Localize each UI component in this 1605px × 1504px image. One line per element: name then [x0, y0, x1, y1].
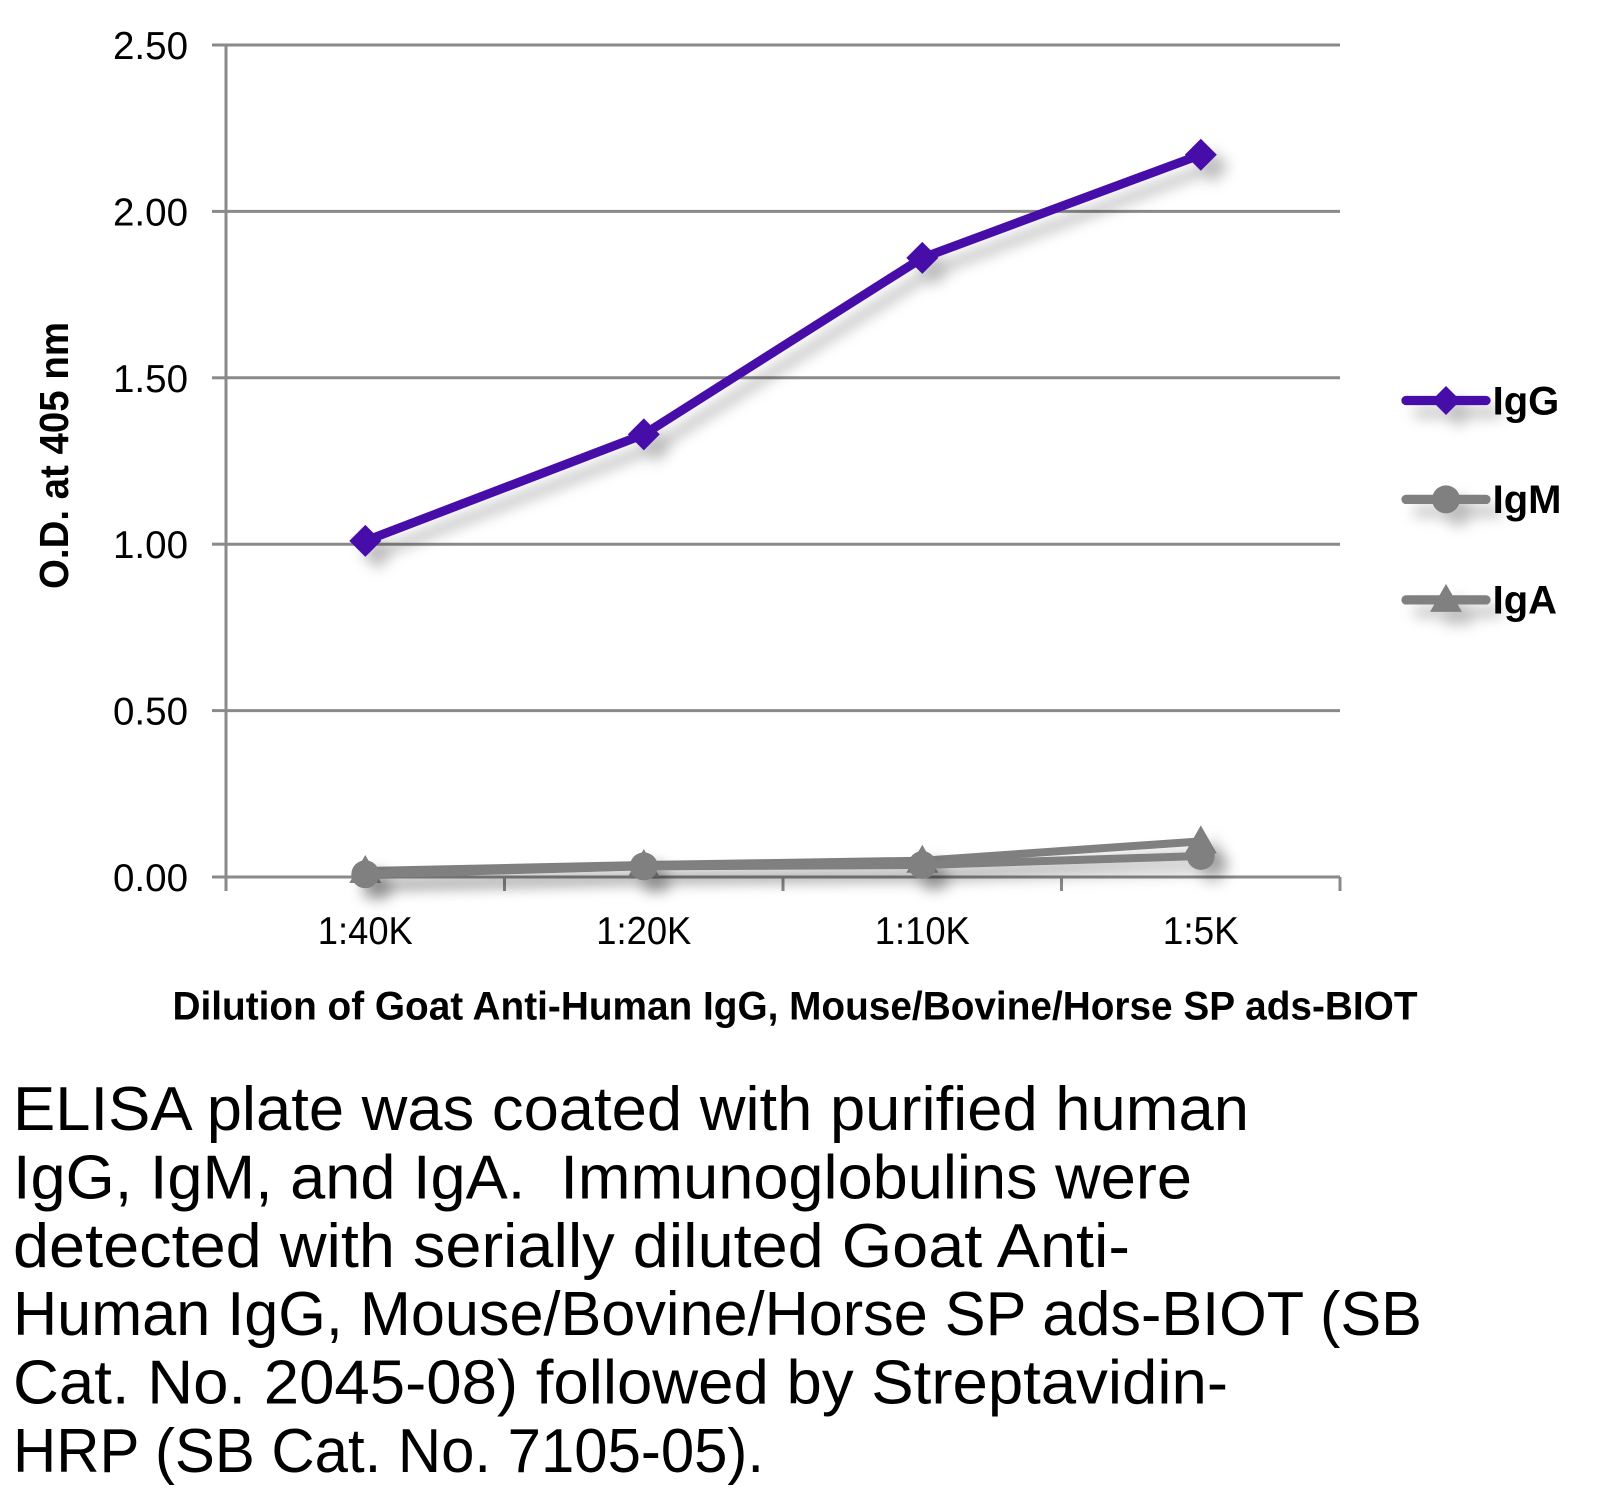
- svg-text:Dilution of Goat Anti-Human Ig: Dilution of Goat Anti-Human IgG, Mouse/B…: [173, 985, 1418, 1029]
- svg-text:HRP (SB Cat. No. 7105-05).: HRP (SB Cat. No. 7105-05).: [13, 1417, 764, 1486]
- svg-text:1:40K: 1:40K: [318, 910, 413, 953]
- svg-text:O.D. at 405 nm: O.D. at 405 nm: [31, 322, 77, 589]
- svg-text:IgG: IgG: [1493, 379, 1560, 423]
- svg-text:Human IgG, Mouse/Bovine/Horse: Human IgG, Mouse/Bovine/Horse SP ads-BIO…: [13, 1280, 1422, 1349]
- svg-text:ELISA plate was coated with pu: ELISA plate was coated with purified hum…: [13, 1075, 1249, 1144]
- svg-text:1:10K: 1:10K: [875, 910, 970, 953]
- svg-text:2.00: 2.00: [113, 191, 188, 234]
- svg-text:2.50: 2.50: [113, 25, 188, 68]
- svg-text:IgG, IgM, and IgA. Immunoglob: IgG, IgM, and IgA. Immunoglobulins were: [13, 1143, 1192, 1212]
- svg-text:detected with serially diluted: detected with serially diluted Goat Anti…: [13, 1212, 1130, 1281]
- svg-text:1.50: 1.50: [113, 358, 188, 401]
- svg-text:0.00: 0.00: [113, 857, 188, 900]
- svg-text:IgM: IgM: [1493, 478, 1562, 522]
- svg-text:1:20K: 1:20K: [596, 910, 691, 953]
- svg-text:0.50: 0.50: [113, 691, 188, 734]
- svg-text:Cat. No. 2045-08) followed by: Cat. No. 2045-08) followed by Streptavid…: [13, 1349, 1228, 1418]
- svg-text:1:5K: 1:5K: [1163, 910, 1239, 953]
- svg-text:IgA: IgA: [1493, 579, 1557, 623]
- svg-text:1.00: 1.00: [113, 524, 188, 567]
